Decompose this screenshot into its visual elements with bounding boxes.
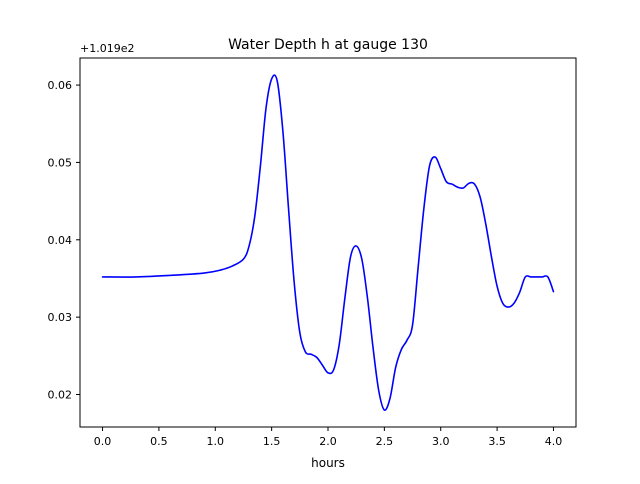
x-tick-label: 2.5 [376, 435, 394, 448]
x-tick-label: 3.0 [432, 435, 450, 448]
x-tick-label: 0.0 [94, 435, 112, 448]
x-axis-label: hours [311, 456, 345, 470]
y-tick-label: 0.02 [48, 389, 73, 402]
x-tick-label: 1.0 [207, 435, 225, 448]
x-tick-label: 3.5 [488, 435, 506, 448]
x-tick-label: 0.5 [150, 435, 168, 448]
y-tick-label: 0.04 [48, 234, 73, 247]
x-tick-label: 1.5 [263, 435, 281, 448]
y-axis-offset-label: +1.019e2 [80, 42, 134, 55]
series-line [101, 74, 555, 411]
y-tick-label: 0.03 [48, 311, 73, 324]
y-tick-label: 0.06 [48, 79, 73, 92]
axes-layer: 0.0 0.5 1.0 1.5 2.0 2.5 3.0 3.5 4.0 0.02 0.03 0.04 0… [48, 57, 577, 448]
plot-area [101, 74, 555, 411]
x-tick-label: 2.0 [319, 435, 337, 448]
chart-title: Water Depth h at gauge 130 [228, 37, 428, 53]
y-tick-label: 0.05 [48, 156, 73, 169]
x-tick-label: 4.0 [545, 435, 563, 448]
